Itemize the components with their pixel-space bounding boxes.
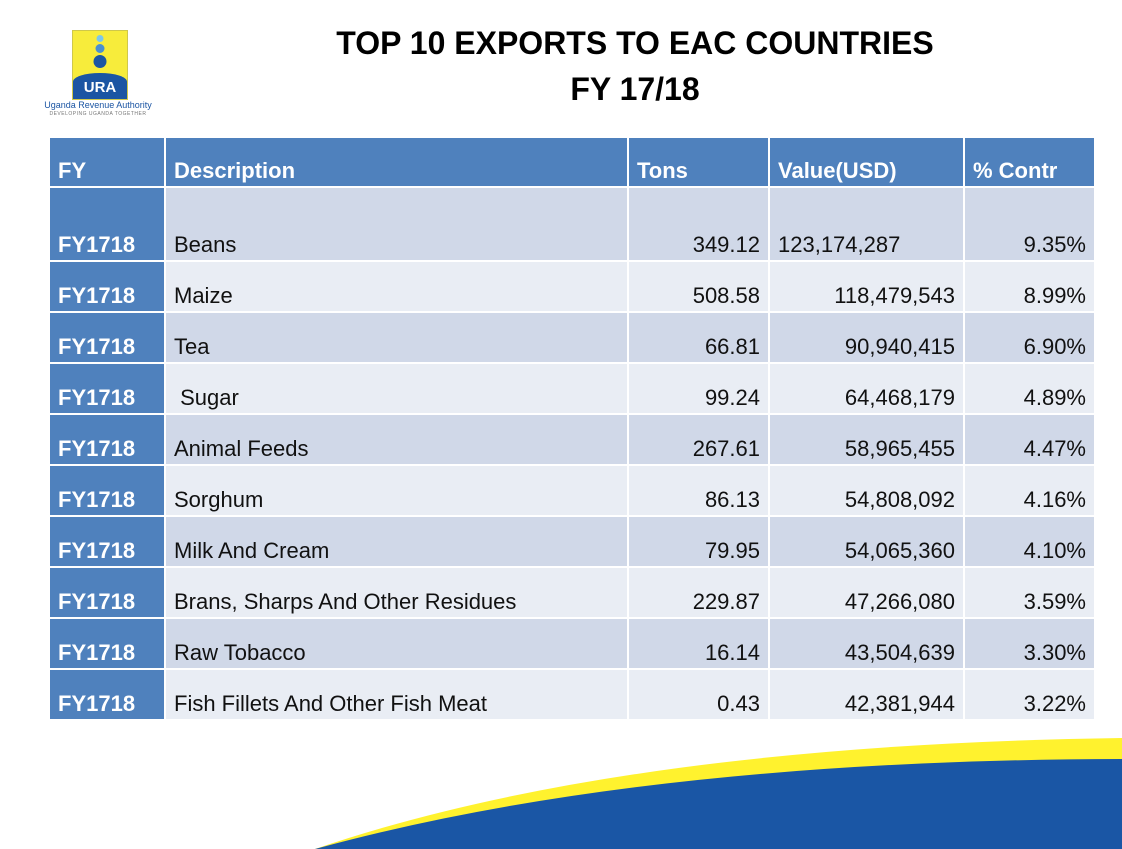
header-value: Value(USD)	[770, 138, 963, 186]
table-row: FY1718 Fish Fillets And Other Fish Meat 0.…	[50, 670, 1094, 719]
cell-description: Maize	[166, 262, 627, 311]
cell-description: Sugar	[166, 364, 627, 413]
cell-contribution: 4.89%	[965, 364, 1094, 413]
exports-table: FY Description Tons Value(USD) % Contr F…	[48, 136, 1096, 721]
cell-tons: 66.81	[629, 313, 768, 362]
table-header-row: FY Description Tons Value(USD) % Contr	[50, 138, 1094, 186]
cell-description: Beans	[166, 188, 627, 260]
cell-description: Animal Feeds	[166, 415, 627, 464]
cell-contribution: 3.59%	[965, 568, 1094, 617]
table-row: FY1718 Sorghum 86.13 54,808,092 4.16%	[50, 466, 1094, 515]
header-description: Description	[166, 138, 627, 186]
cell-value: 118,479,543	[770, 262, 963, 311]
cell-description: Tea	[166, 313, 627, 362]
cell-description: Raw Tobacco	[166, 619, 627, 668]
cell-description: Milk And Cream	[166, 517, 627, 566]
cell-contribution: 4.47%	[965, 415, 1094, 464]
cell-fy: FY1718	[50, 364, 164, 413]
table-row: FY1718 Raw Tobacco 16.14 43,504,639 3.30%	[50, 619, 1094, 668]
cell-tons: 349.12	[629, 188, 768, 260]
cell-description: Sorghum	[166, 466, 627, 515]
table-row: FY1718 Sugar 99.24 64,468,179 4.89%	[50, 364, 1094, 413]
cell-value: 54,065,360	[770, 517, 963, 566]
cell-description: Brans, Sharps And Other Residues	[166, 568, 627, 617]
table-row: FY1718 Beans 349.12 123,174,287 9.35%	[50, 188, 1094, 260]
logo-emblem: URA	[72, 30, 128, 100]
cell-contribution: 3.22%	[965, 670, 1094, 719]
cell-tons: 99.24	[629, 364, 768, 413]
cell-contribution: 3.30%	[965, 619, 1094, 668]
cell-value: 54,808,092	[770, 466, 963, 515]
slide-title: TOP 10 EXPORTS TO EAC COUNTRIES FY 17/18	[336, 25, 934, 107]
cell-tons: 86.13	[629, 466, 768, 515]
cell-fy: FY1718	[50, 568, 164, 617]
table-row: FY1718 Milk And Cream 79.95 54,065,360 4.10%	[50, 517, 1094, 566]
cell-tons: 229.87	[629, 568, 768, 617]
cell-fy: FY1718	[50, 619, 164, 668]
cell-tons: 508.58	[629, 262, 768, 311]
cell-fy: FY1718	[50, 188, 164, 260]
header-contribution: % Contr	[965, 138, 1094, 186]
cell-contribution: 8.99%	[965, 262, 1094, 311]
cell-value: 43,504,639	[770, 619, 963, 668]
cell-contribution: 9.35%	[965, 188, 1094, 260]
cell-tons: 267.61	[629, 415, 768, 464]
header-tons: Tons	[629, 138, 768, 186]
cell-tons: 16.14	[629, 619, 768, 668]
cell-tons: 79.95	[629, 517, 768, 566]
cell-value: 123,174,287	[770, 188, 963, 260]
cell-contribution: 6.90%	[965, 313, 1094, 362]
cell-value: 64,468,179	[770, 364, 963, 413]
cell-fy: FY1718	[50, 415, 164, 464]
cell-fy: FY1718	[50, 313, 164, 362]
table-row: FY1718 Brans, Sharps And Other Residues 22…	[50, 568, 1094, 617]
cell-fy: FY1718	[50, 466, 164, 515]
cell-value: 47,266,080	[770, 568, 963, 617]
cell-tons: 0.43	[629, 670, 768, 719]
cell-fy: FY1718	[50, 262, 164, 311]
table-row: FY1718 Tea 66.81 90,940,415 6.90%	[50, 313, 1094, 362]
ura-logo: URA Uganda Revenue Authority DEVELOPING …	[28, 30, 168, 120]
table-row: FY1718 Animal Feeds 267.61 58,965,455 4.47%	[50, 415, 1094, 464]
header-fy: FY	[50, 138, 164, 186]
cell-fy: FY1718	[50, 517, 164, 566]
cell-value: 42,381,944	[770, 670, 963, 719]
cell-contribution: 4.16%	[965, 466, 1094, 515]
cell-value: 90,940,415	[770, 313, 963, 362]
cell-fy: FY1718	[50, 670, 164, 719]
table-row: FY1718 Maize 508.58 118,479,543 8.99%	[50, 262, 1094, 311]
cell-description: Fish Fillets And Other Fish Meat	[166, 670, 627, 719]
swoosh-blue	[315, 759, 1122, 849]
cell-value: 58,965,455	[770, 415, 963, 464]
cell-contribution: 4.10%	[965, 517, 1094, 566]
